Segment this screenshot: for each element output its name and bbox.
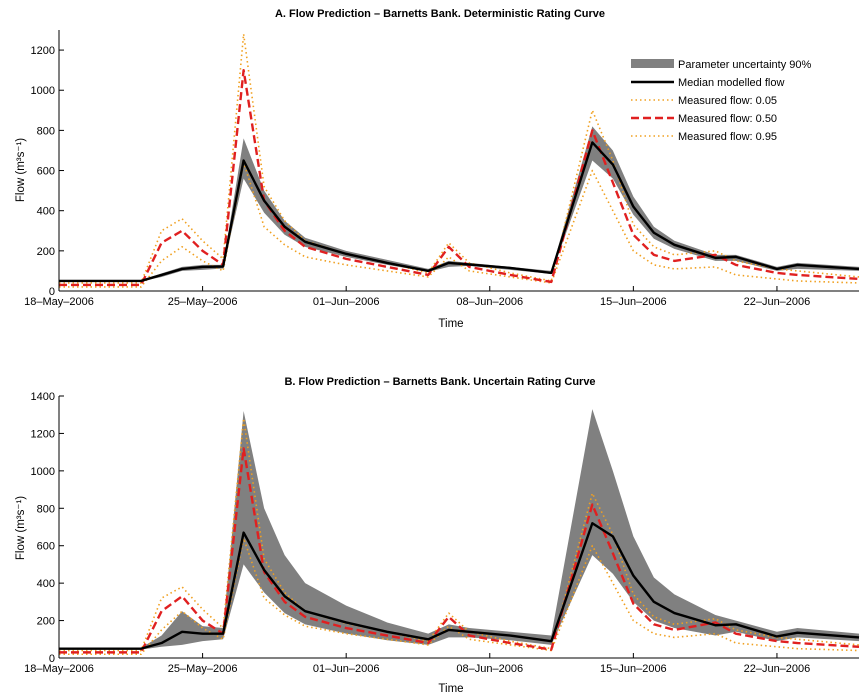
chart-b-ytick-label: 1400 xyxy=(31,391,55,403)
chart-a-ytick-label: 200 xyxy=(37,246,55,258)
legend-label-band: Parameter uncertainty 90% xyxy=(678,59,812,71)
chart-a-median-line xyxy=(59,141,860,283)
chart-a-xtick-label: 25–May–2006 xyxy=(168,296,238,308)
legend-label-q95: Measured flow: 0.95 xyxy=(678,131,777,143)
chart-a-ytick-label: 1200 xyxy=(31,45,55,57)
legend-label-q05: Measured flow: 0.05 xyxy=(678,95,777,107)
chart-a-xtick-label: 18–May–2006 xyxy=(24,296,94,308)
chart-a-ytick-label: 1000 xyxy=(31,85,55,97)
legend-label-median: Median modelled flow xyxy=(678,77,784,89)
chart-a-measured-050-line xyxy=(59,68,860,287)
chart-b-measured-095-line xyxy=(59,417,860,652)
chart-b-plot: 0 200 400 600 800 1000 1200 1400 18–May–2006 25–M… xyxy=(24,391,860,675)
chart-b-xlabel: Time xyxy=(438,683,463,695)
legend-swatch-band xyxy=(631,59,674,68)
chart-a-ytick-label: 0 xyxy=(49,286,55,298)
chart-b-xtick-label: 22–Jun–2006 xyxy=(744,663,811,675)
chart-a-plot: 0 200 400 600 800 1000 1200 18–May–2006 25–May–2… xyxy=(24,30,860,308)
chart-b-ytick-label: 1200 xyxy=(31,428,55,440)
chart-b-uncertainty-band xyxy=(59,409,859,650)
chart-b-ytick-label: 800 xyxy=(37,503,55,515)
chart-b-ytick-label: 200 xyxy=(37,616,55,628)
legend-label-q50: Measured flow: 0.50 xyxy=(678,113,777,125)
chart-b-ytick-label: 0 xyxy=(49,653,55,665)
chart-a-title: A. Flow Prediction – Barnetts Bank. Dete… xyxy=(275,8,605,20)
chart-b-xtick-label: 18–May–2006 xyxy=(24,663,94,675)
chart-b-xtick-label: 25–May–2006 xyxy=(168,663,238,675)
chart-a-xtick-label: 01–Jun–2006 xyxy=(313,296,380,308)
chart-b-xtick-label: 08–Jun–2006 xyxy=(456,663,523,675)
chart-a-xtick-label: 22–Jun–2006 xyxy=(744,296,811,308)
chart-b-measured-005-line xyxy=(59,537,860,656)
chart-b-ytick-label: 600 xyxy=(37,541,55,553)
chart-b-xtick-label: 01–Jun–2006 xyxy=(313,663,380,675)
chart-b-ytick-label: 1000 xyxy=(31,466,55,478)
chart-b-ytick-label: 400 xyxy=(37,578,55,590)
chart-a-ytick-label: 800 xyxy=(37,125,55,137)
chart-a-measured-095-line xyxy=(59,33,860,284)
chart-b-title: B. Flow Prediction – Barnetts Bank. Unce… xyxy=(284,376,595,388)
chart-a-ytick-label: 600 xyxy=(37,166,55,178)
chart-a-xtick-label: 08–Jun–2006 xyxy=(456,296,523,308)
legend: Parameter uncertainty 90% Median modelle… xyxy=(631,59,812,143)
chart-b-ylabel: Flow (m³s⁻¹) xyxy=(15,496,27,560)
chart-b-xtick-label: 15–Jun–2006 xyxy=(600,663,667,675)
chart-b-median-line xyxy=(59,522,860,650)
chart-b-measured-050-line xyxy=(59,447,860,654)
chart-a-ytick-label: 400 xyxy=(37,206,55,218)
chart-a-xlabel: Time xyxy=(438,318,463,330)
chart-a-ylabel: Flow (m³s⁻¹) xyxy=(15,138,27,202)
chart-a-xtick-label: 15–Jun–2006 xyxy=(600,296,667,308)
